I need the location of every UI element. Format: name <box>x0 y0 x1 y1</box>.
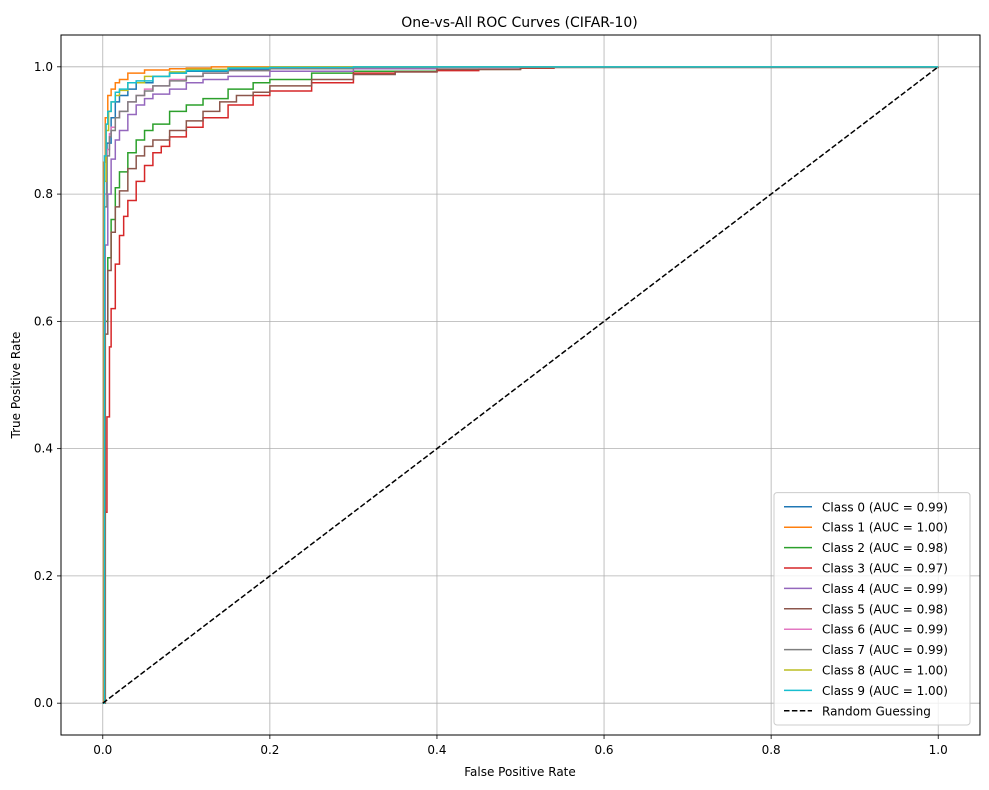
legend-label-1: Class 1 (AUC = 1.00) <box>822 521 948 535</box>
x-tick-label: 0.6 <box>594 743 613 757</box>
legend-label-0: Class 0 (AUC = 0.99) <box>822 500 948 514</box>
x-tick-label: 1.0 <box>929 743 948 757</box>
y-tick-label: 0.4 <box>34 442 53 456</box>
x-tick-label: 0.8 <box>762 743 781 757</box>
plot-frame <box>60 34 981 736</box>
legend-label-2: Class 2 (AUC = 0.98) <box>822 541 948 555</box>
x-axis-label: False Positive Rate <box>464 765 576 779</box>
legend-label-4: Class 4 (AUC = 0.99) <box>822 582 948 596</box>
y-tick-label: 0.8 <box>34 187 53 201</box>
legend-box <box>773 492 971 726</box>
legend-label-7: Class 7 (AUC = 0.99) <box>822 643 948 657</box>
chart-title: One-vs-All ROC Curves (CIFAR-10) <box>401 15 638 31</box>
grid-lines <box>61 35 980 735</box>
y-tick-label: 1.0 <box>34 60 53 74</box>
legend: Class 0 (AUC = 0.99) Class 1 (AUC = 1.00)… <box>773 492 971 726</box>
axis-ticks: 0.0 0.2 0.4 0.6 0.8 1.0 0.0 0.2 0.4 0.6 0.8 1.0 <box>34 60 948 757</box>
y-tick-label: 0.2 <box>34 569 53 583</box>
legend-label-10: Random Guessing <box>822 704 931 718</box>
series-line-1 <box>102 66 939 704</box>
x-tick-label: 0.0 <box>93 743 112 757</box>
series-line-5 <box>102 66 939 704</box>
x-tick-label: 0.4 <box>427 743 446 757</box>
y-axis-label: True Positive Rate <box>9 332 23 440</box>
series-line-10 <box>102 66 939 704</box>
legend-label-3: Class 3 (AUC = 0.97) <box>822 562 948 576</box>
legend-label-5: Class 5 (AUC = 0.98) <box>822 602 948 616</box>
x-tick-label: 0.2 <box>260 743 279 757</box>
series-line-4 <box>102 66 939 704</box>
y-tick-label: 0.6 <box>34 314 53 328</box>
legend-label-9: Class 9 (AUC = 1.00) <box>822 684 948 698</box>
series-line-7 <box>102 66 939 704</box>
legend-label-8: Class 8 (AUC = 1.00) <box>822 664 948 678</box>
legend-label-6: Class 6 (AUC = 0.99) <box>822 623 948 637</box>
series-line-9 <box>102 66 939 704</box>
y-tick-label: 0.0 <box>34 696 53 710</box>
series-layer <box>102 66 939 704</box>
